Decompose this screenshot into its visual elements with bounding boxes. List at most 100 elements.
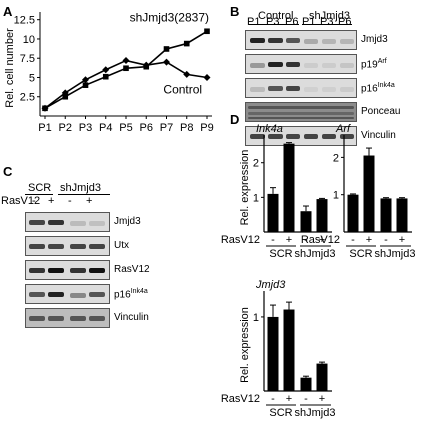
y-axis-label: Rel. expression — [239, 307, 251, 383]
sign-label: - — [384, 234, 388, 246]
data-point — [183, 70, 191, 78]
series-label: Control — [163, 82, 202, 96]
x-tick-label: P3 — [79, 122, 92, 134]
blot-c-label-utx: Utx — [114, 240, 129, 251]
blot-strip-rasv12 — [25, 260, 110, 280]
group-label: shJmjd3 — [295, 407, 336, 419]
blot-strip-vinculin — [245, 126, 357, 146]
x-tick-label: P8 — [180, 122, 193, 134]
bar — [267, 316, 279, 391]
data-point — [82, 76, 89, 84]
data-point — [142, 61, 150, 69]
sign-label: - — [271, 234, 275, 246]
data-point — [122, 57, 130, 65]
sign-label: + — [286, 234, 292, 246]
blot-strip-p16 — [25, 284, 110, 304]
blot-c-label-jmjd3: Jmjd3 — [114, 216, 141, 227]
data-point — [203, 73, 211, 81]
lane-label: P3 — [266, 16, 280, 28]
sign-label: - — [68, 195, 72, 207]
x-tick-label: P5 — [119, 122, 132, 134]
x-tick-label: P6 — [140, 122, 153, 134]
sign-label: - — [32, 195, 36, 207]
data-point — [163, 58, 170, 66]
blot-c-group-scr: SCR — [28, 182, 52, 194]
blot-b-group-control: Control — [258, 10, 294, 22]
bar — [283, 143, 295, 232]
data-point — [163, 46, 170, 52]
bar — [380, 198, 392, 232]
y-tick-label: 2 — [253, 158, 259, 170]
series-label: shJmjd3(2837) — [130, 10, 209, 24]
data-point — [204, 28, 210, 35]
data-point — [102, 66, 110, 74]
data-point — [183, 40, 190, 47]
sign-label: - — [304, 234, 308, 246]
x-tick-label: P4 — [99, 122, 112, 134]
y-tick-label: 1 — [333, 190, 339, 202]
sign-label: - — [271, 393, 275, 405]
x-tick-label: P2 — [59, 122, 72, 134]
group-label: SCR — [269, 407, 292, 419]
sign-label: + — [319, 393, 325, 405]
y-tick-label: 2 — [333, 152, 339, 164]
y-tick-label: 12.5 — [14, 15, 35, 27]
bar — [363, 155, 375, 232]
x-tick-label: P9 — [200, 122, 213, 134]
blot-strip-p16 — [245, 78, 357, 98]
y-tick-label: 1 — [253, 192, 259, 204]
group-label: SCR — [269, 248, 292, 260]
blot-strip-vinculin — [25, 308, 110, 328]
lane-label: P3 — [320, 16, 334, 28]
group-underline — [58, 194, 110, 195]
data-point — [61, 89, 69, 97]
y-axis-label: Rel. cell number — [4, 28, 16, 108]
bar — [300, 377, 312, 391]
group-underline — [25, 194, 53, 195]
data-point — [41, 104, 49, 112]
blot-strip-p19 — [245, 54, 357, 74]
sign-label: + — [48, 195, 55, 207]
group-underline — [302, 24, 352, 25]
blot-strip-jmjd3 — [245, 30, 357, 50]
sign-label: + — [86, 195, 93, 207]
x-tick-label: P1 — [38, 122, 51, 134]
bar — [267, 193, 279, 232]
x-tick-label: P7 — [160, 122, 173, 134]
y-tick-label: 10 — [23, 34, 35, 46]
panel-label-c: C — [3, 164, 13, 179]
blot-b-label-p19: p19Arf — [361, 58, 387, 71]
blot-c-group-shjmjd3: shJmjd3 — [60, 182, 101, 194]
data-point — [123, 65, 129, 72]
blot-c-label-vinculin: Vinculin — [114, 312, 149, 323]
growth-line-chart: 2.5 5 7.5 10 12.5 P1 P2 P3 P4 P5 P6 P7 P8 P9 Rel. cell… — [4, 10, 214, 134]
blot-strip-utx — [25, 236, 110, 256]
panel-label-b: B — [230, 4, 240, 19]
sign-label: - — [304, 393, 308, 405]
blot-b-group-shjmjd3: shJmjd3 — [309, 10, 350, 22]
group-label: SCR — [349, 248, 372, 260]
data-point — [102, 73, 109, 80]
panel-label-a: A — [3, 4, 13, 19]
sign-label: + — [319, 234, 325, 246]
panel-label-d: D — [230, 112, 240, 127]
blot-strip-jmjd3 — [25, 212, 110, 232]
treatment-label: RasV12 — [221, 234, 260, 246]
blot-c-treatment: RasV12 — [1, 195, 41, 207]
y-tick-label: 5 — [29, 72, 35, 84]
sign-label: + — [399, 234, 405, 246]
y-tick-label: 1 — [253, 312, 259, 324]
group-label: shJmjd3 — [375, 248, 416, 260]
blot-b-label-p16: p16Ink4a — [361, 82, 395, 95]
chart-title: Jmjd3 — [255, 279, 286, 291]
data-point — [62, 93, 69, 100]
blot-c-label-rasv12: RasV12 — [114, 264, 150, 275]
y-tick-label: 7.5 — [20, 53, 35, 65]
chart-title: Arf — [335, 123, 351, 135]
sign-label: + — [286, 393, 292, 405]
lane-label: P6 — [338, 16, 352, 28]
